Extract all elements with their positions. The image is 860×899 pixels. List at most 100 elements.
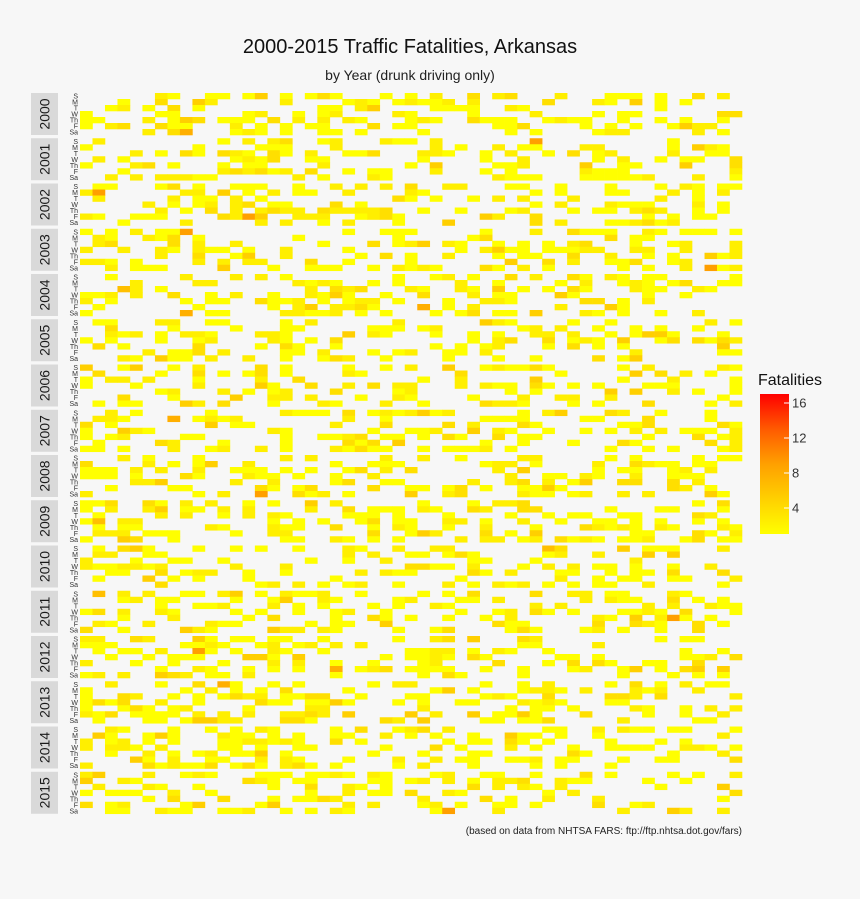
heatmap-cell [654, 370, 668, 377]
heatmap-cell [267, 777, 281, 785]
heatmap-cell [117, 286, 131, 293]
heatmap-cell [492, 777, 505, 785]
heatmap-cell [179, 687, 193, 694]
heatmap-cell [154, 717, 168, 724]
heatmap-cell [279, 343, 293, 350]
heatmap-cell [454, 756, 468, 763]
heatmap-cell [179, 433, 193, 441]
heatmap-cell [467, 506, 480, 513]
heatmap-cell [229, 201, 243, 208]
heatmap-cell [192, 234, 206, 242]
heatmap-cell [379, 783, 393, 791]
heatmap-cell [704, 681, 718, 688]
heatmap-cell [567, 207, 580, 214]
heatmap-cell [217, 506, 231, 513]
heatmap-cell [92, 732, 106, 739]
heatmap-cell [692, 156, 705, 163]
heatmap-cell [317, 602, 331, 610]
heatmap-cell [167, 195, 181, 202]
heatmap-cell [654, 207, 668, 214]
heatmap-cell [142, 461, 156, 468]
heatmap-cell [492, 415, 505, 423]
heatmap-cell [154, 111, 168, 118]
heatmap-cell [379, 93, 393, 100]
heatmap-cell [304, 777, 318, 785]
heatmap-cell [517, 252, 530, 260]
heatmap-cell [579, 415, 593, 423]
day-tick-label: F [74, 531, 78, 538]
day-tick-label: W [71, 293, 78, 300]
heatmap-cell [542, 99, 555, 106]
heatmap-cell [179, 189, 193, 196]
heatmap-cell [517, 717, 530, 724]
heatmap-cell [129, 636, 143, 643]
heatmap-cell [529, 801, 543, 809]
heatmap-cell [517, 536, 530, 543]
heatmap-cell [204, 207, 218, 214]
heatmap-cell [392, 195, 406, 202]
heatmap-cell [642, 280, 655, 287]
heatmap-cell [429, 138, 443, 145]
heatmap-cell [629, 201, 643, 208]
heatmap-cell [192, 491, 206, 498]
heatmap-cell [292, 717, 306, 724]
heatmap-cell [254, 726, 268, 733]
heatmap-cell [167, 575, 181, 582]
heatmap-cell [579, 512, 593, 519]
heatmap-cell [692, 195, 705, 202]
heatmap-cell [242, 168, 256, 175]
heatmap-cell [654, 681, 668, 688]
heatmap-cell [492, 331, 505, 338]
heatmap-cell [517, 183, 530, 190]
heatmap-cell [567, 252, 580, 260]
heatmap-cell [142, 213, 156, 220]
heatmap-cell [517, 666, 530, 673]
heatmap-cell [392, 596, 406, 604]
heatmap-cell [454, 286, 468, 293]
heatmap-cell [654, 524, 668, 531]
heatmap-cell [579, 427, 593, 435]
day-tick-label: S [73, 94, 78, 101]
heatmap-cell [467, 687, 480, 694]
heatmap-cell [354, 310, 368, 317]
heatmap-cell [717, 711, 730, 718]
heatmap-cell [492, 298, 505, 305]
heatmap-cell [517, 364, 530, 371]
heatmap-cell [604, 304, 618, 311]
heatmap-cell [629, 174, 643, 181]
heatmap-cell [467, 756, 480, 763]
heatmap-cell [317, 409, 331, 417]
heatmap-cell [167, 732, 181, 739]
heatmap-cell [80, 228, 93, 236]
heatmap-cell [629, 355, 643, 362]
heatmap-cell [417, 427, 431, 435]
heatmap-cell [292, 744, 306, 751]
heatmap-cell [154, 744, 168, 751]
day-tick-label: M [72, 552, 78, 559]
heatmap-cell [379, 252, 393, 260]
heatmap-cell [129, 400, 143, 407]
heatmap-cell [492, 807, 505, 815]
heatmap-cell [342, 807, 356, 815]
day-tick-label: W [71, 519, 78, 526]
heatmap-cell [692, 518, 705, 525]
heatmap-cell [467, 762, 480, 769]
heatmap-cell [679, 536, 693, 543]
heatmap-cell [704, 370, 718, 377]
heatmap-cell [517, 711, 530, 718]
heatmap-cell [304, 264, 318, 272]
heatmap-cell [279, 750, 293, 757]
heatmap-cell [704, 319, 718, 326]
heatmap-cell [504, 756, 518, 763]
day-tick-label: M [72, 416, 78, 423]
heatmap-cell [192, 717, 206, 724]
heatmap-cell [317, 138, 331, 145]
heatmap-cell [667, 461, 680, 468]
heatmap-cell [279, 138, 293, 145]
heatmap-cell [617, 666, 630, 673]
day-tick-label: M [72, 235, 78, 242]
heatmap-cell [267, 189, 281, 196]
heatmap-cell [192, 461, 206, 468]
heatmap-cell [692, 626, 705, 634]
heatmap-cell [404, 99, 418, 106]
